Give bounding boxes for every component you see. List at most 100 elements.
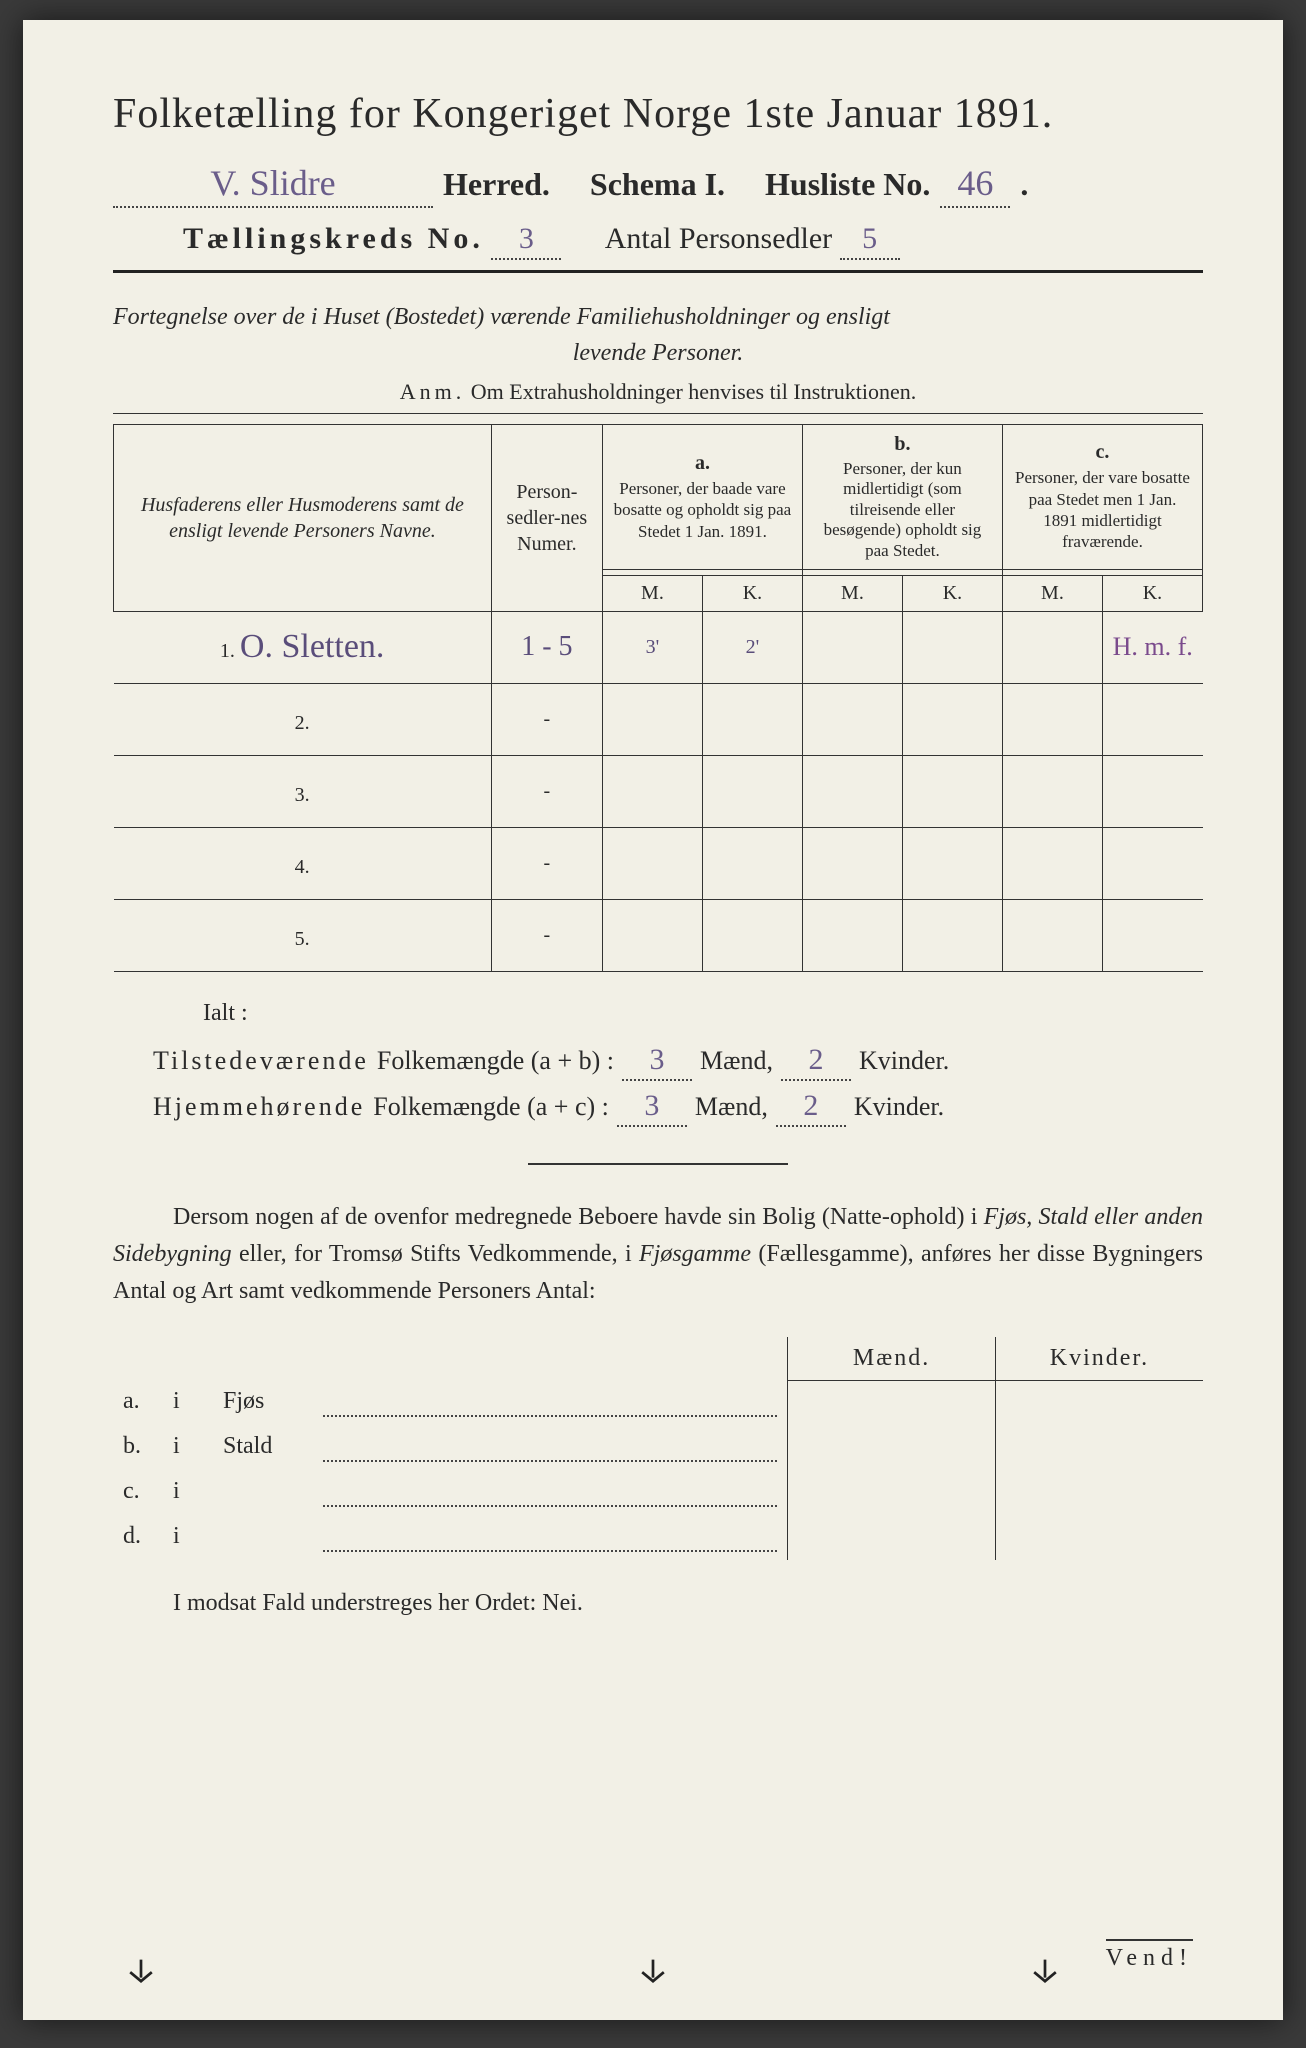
sum2-m: 3 [617, 1089, 687, 1127]
sub-k [995, 1425, 1203, 1470]
sum2-k: 2 [776, 1089, 846, 1127]
sum-resident: Hjemmehørende Folkemængde (a + c) : 3 Mæ… [153, 1089, 1203, 1127]
th-a-k: K. [702, 575, 802, 611]
row-name-cell: 1. O. Sletten. [114, 611, 492, 683]
th-a-m: M. [602, 575, 702, 611]
sub-row: b.iStald [113, 1425, 1203, 1470]
cell [602, 755, 702, 827]
kreds-label: Tællingskreds No. [183, 222, 484, 255]
th-b-k: K. [902, 575, 1002, 611]
row-name-cell: 4. [114, 827, 492, 899]
cell [1102, 899, 1202, 971]
sub-kvinder: Kvinder. [995, 1337, 1203, 1381]
cell [702, 755, 802, 827]
cell [802, 827, 902, 899]
cell: H. m. f. [1102, 611, 1202, 683]
herred-value: V. Slidre [113, 162, 433, 208]
cell: - [491, 755, 602, 827]
sub-m [788, 1515, 996, 1560]
sub-row: d.i [113, 1515, 1203, 1560]
th-b: b. Personer, der kun midlertidigt (som t… [802, 425, 1002, 570]
row-name-cell: 2. [114, 683, 492, 755]
outbuilding-paragraph: Dersom nogen af de ovenfor medregnede Be… [113, 1199, 1203, 1311]
cell [1102, 755, 1202, 827]
cell: 3' [602, 611, 702, 683]
th-c-m: M. [1002, 575, 1102, 611]
anm-label: Anm. [400, 379, 466, 404]
cell [702, 683, 802, 755]
cell: 1 - 5 [491, 611, 602, 683]
cell: - [491, 827, 602, 899]
sum1-m: 3 [622, 1043, 692, 1081]
intro-text: Fortegnelse over de i Huset (Bostedet) v… [113, 299, 1203, 371]
cell [1102, 683, 1202, 755]
antal-label: Antal Personsedler [605, 222, 832, 255]
cell [1002, 827, 1102, 899]
sub-m [788, 1425, 996, 1470]
cell [802, 611, 902, 683]
th-b-m: M. [802, 575, 902, 611]
schema-label: Schema I. [590, 166, 725, 203]
th-c-k: K. [1102, 575, 1202, 611]
table-row: 2. - [114, 683, 1203, 755]
cell [1002, 899, 1102, 971]
header-line-kreds: Tællingskreds No. 3 Antal Personsedler 5 [113, 222, 1203, 260]
cell [902, 899, 1002, 971]
sub-row: c.i [113, 1470, 1203, 1515]
cell [902, 755, 1002, 827]
th-c: c. Personer, der vare bosatte paa Stedet… [1002, 425, 1202, 570]
binding-mark-icon [123, 1956, 159, 1992]
sub-row: a.iFjøs [113, 1380, 1203, 1425]
anm-text: Om Extrahusholdninger henvises til Instr… [471, 379, 916, 404]
sub-label: c.i [113, 1470, 788, 1515]
sub-label: b.iStald [113, 1425, 788, 1470]
sub-k [995, 1470, 1203, 1515]
cell: - [491, 899, 602, 971]
herred-label: Herred. [443, 166, 550, 203]
cell [802, 755, 902, 827]
sum-present: Tilstedeværende Folkemængde (a + b) : 3 … [153, 1043, 1203, 1081]
household-table: Husfaderens eller Husmoderens samt de en… [113, 424, 1203, 972]
binding-mark-icon [1027, 1956, 1063, 1992]
divider [528, 1163, 788, 1165]
antal-value: 5 [840, 222, 900, 260]
divider [113, 413, 1203, 414]
cell [1002, 683, 1102, 755]
sub-k [995, 1515, 1203, 1560]
th-num: Person-sedler-nes Numer. [491, 425, 602, 612]
page-title: Folketælling for Kongeriget Norge 1ste J… [113, 90, 1203, 138]
sum1-k: 2 [781, 1043, 851, 1081]
cell [802, 899, 902, 971]
cell [902, 683, 1002, 755]
husliste-value: 46 [940, 162, 1010, 208]
cell [902, 827, 1002, 899]
table-row: 5. - [114, 899, 1203, 971]
row-name-cell: 3. [114, 755, 492, 827]
cell [702, 899, 802, 971]
cell [1002, 755, 1102, 827]
cell [802, 683, 902, 755]
sub-m [788, 1380, 996, 1425]
divider [113, 270, 1203, 273]
sub-k [995, 1380, 1203, 1425]
cell [1002, 611, 1102, 683]
binding-mark-icon [635, 1956, 671, 1992]
husliste-label: Husliste No. [765, 166, 930, 203]
sub-label: a.iFjøs [113, 1380, 788, 1425]
cell [902, 611, 1002, 683]
sub-m [788, 1470, 996, 1515]
intro-line2: levende Personer. [113, 335, 1203, 371]
outbuilding-table: Mænd. Kvinder. a.iFjøs b.iStald c.i d.i [113, 1337, 1203, 1561]
sub-maend: Mænd. [788, 1337, 996, 1381]
th-name: Husfaderens eller Husmoderens samt de en… [114, 425, 492, 612]
cell [602, 827, 702, 899]
cell: - [491, 683, 602, 755]
ialt-label: Ialt : [203, 1000, 1203, 1027]
table-row: 4. - [114, 827, 1203, 899]
cell [602, 899, 702, 971]
table-row: 3. - [114, 755, 1203, 827]
table-row: 1. O. Sletten.1 - 53'2'H. m. f. [114, 611, 1203, 683]
anm-line: Anm. Om Extrahusholdninger henvises til … [113, 379, 1203, 405]
census-form-page: Folketælling for Kongeriget Norge 1ste J… [23, 20, 1283, 2020]
cell [702, 827, 802, 899]
